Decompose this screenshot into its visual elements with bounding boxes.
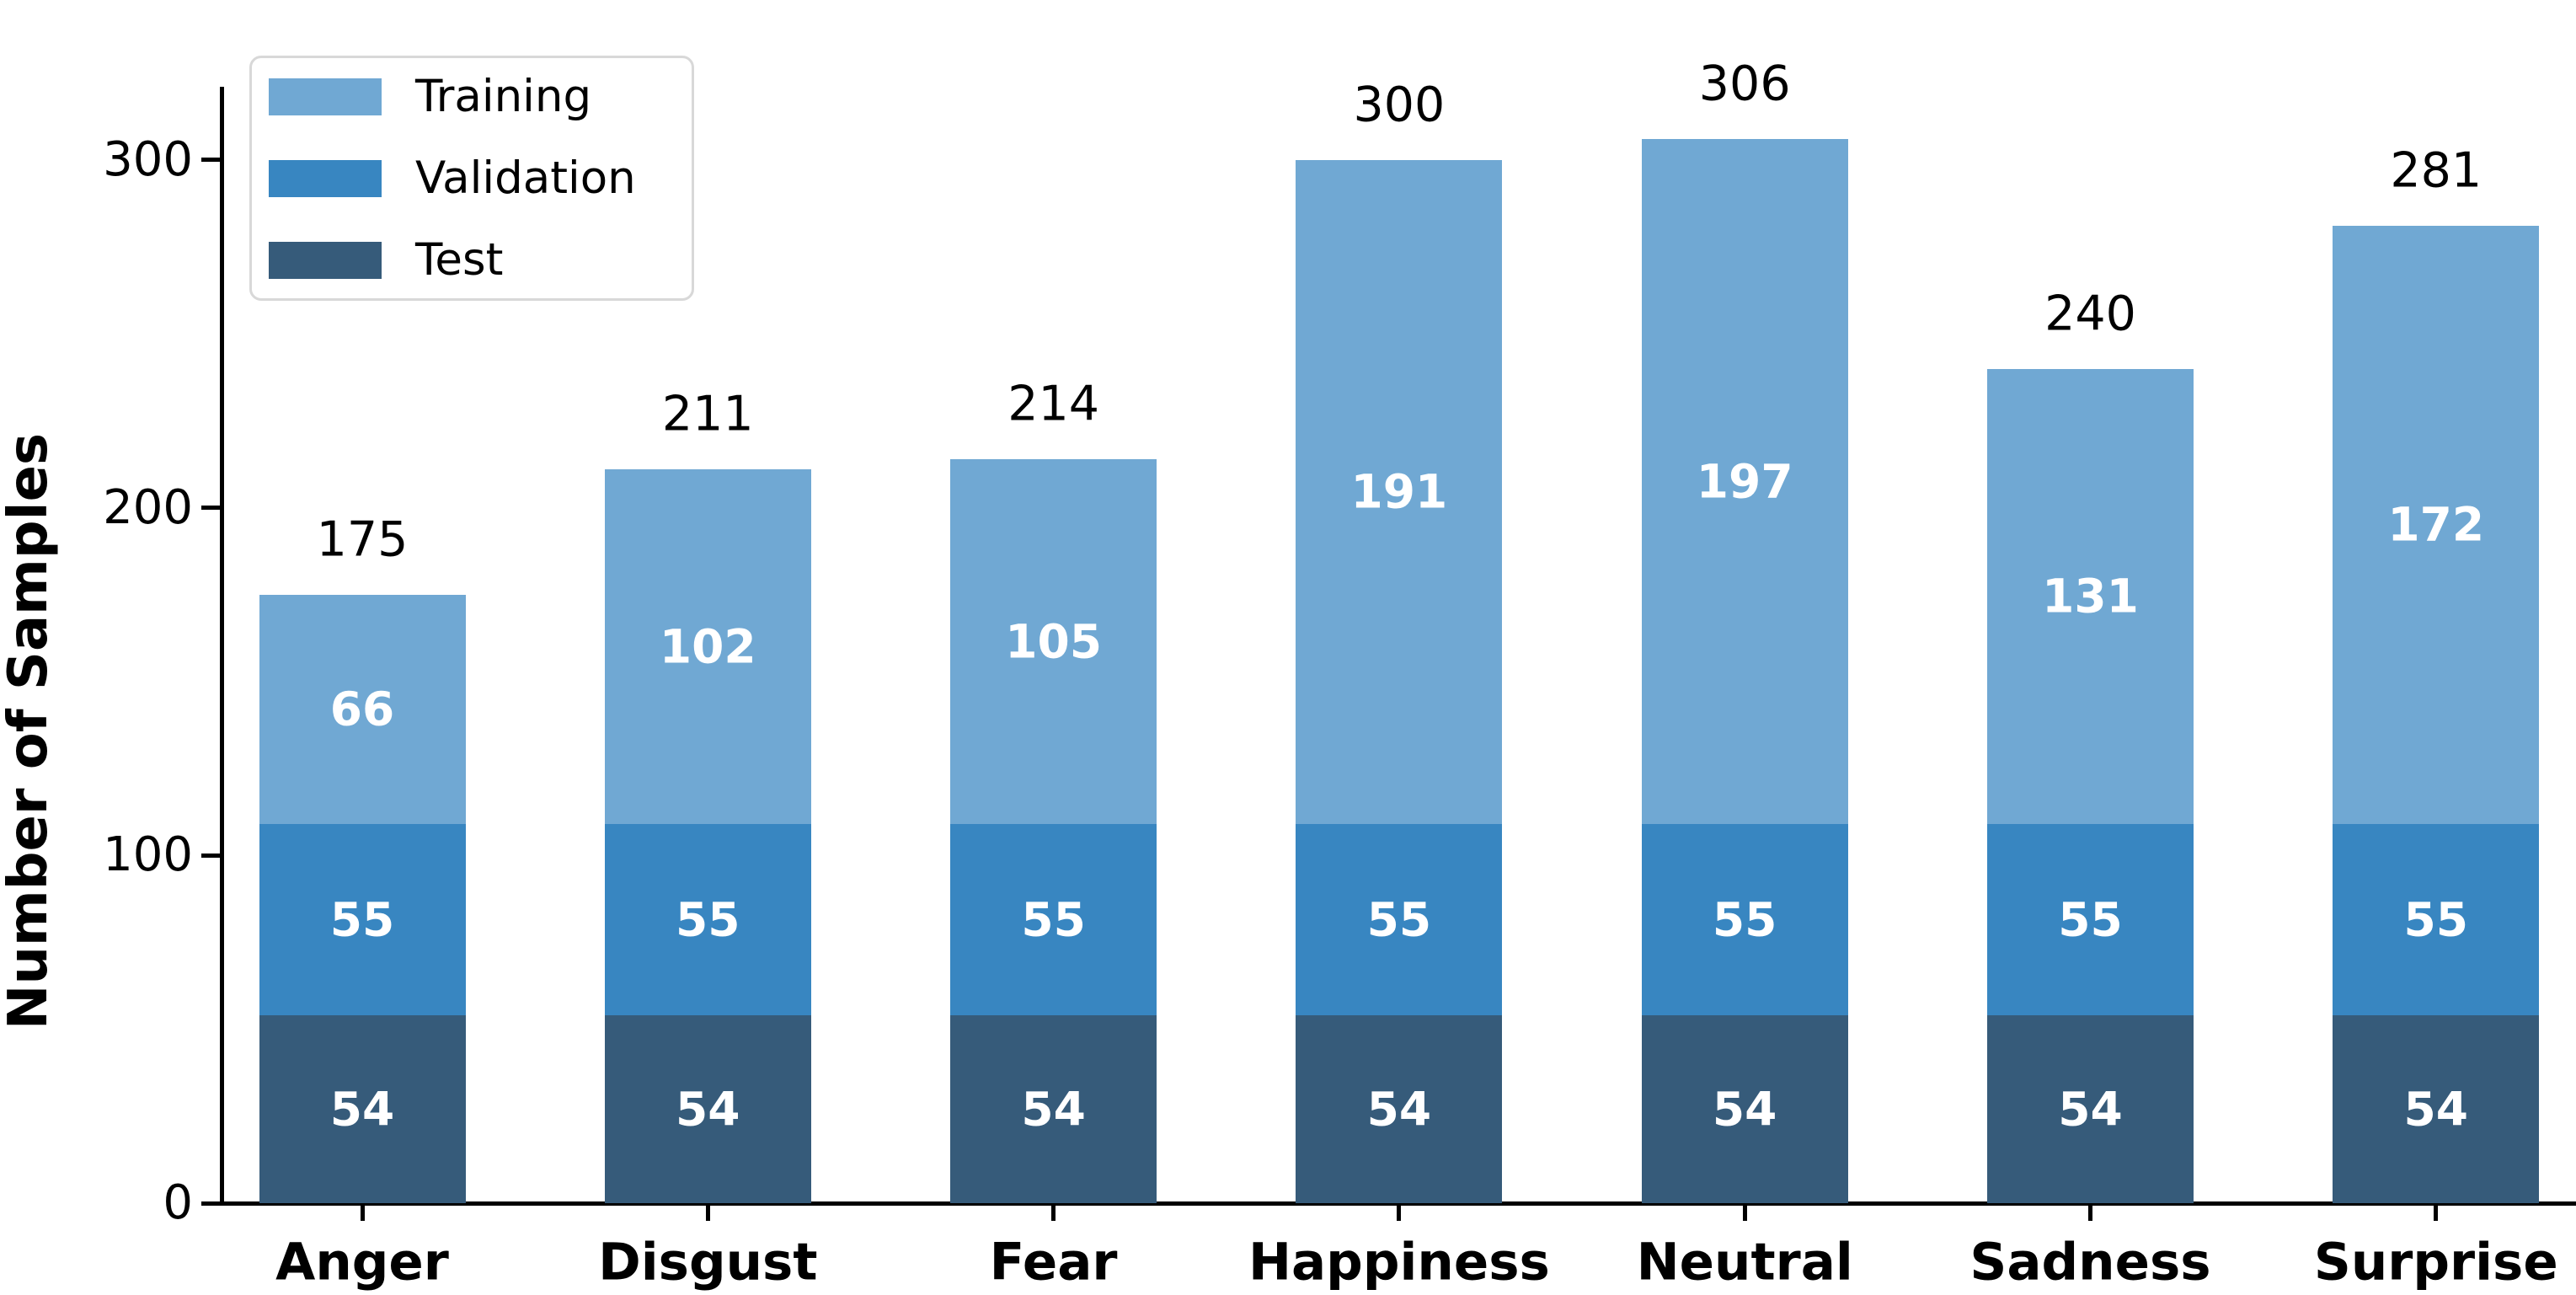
bar-value-label: 54 xyxy=(676,1082,740,1137)
bar-total-label: 175 xyxy=(316,511,409,568)
y-tick-label: 200 xyxy=(103,479,193,535)
bar-value-label: 54 xyxy=(2403,1082,2469,1137)
x-category-label-disgust: Disgust xyxy=(598,1232,818,1292)
y-tick-label: 100 xyxy=(103,827,193,883)
bar-value-label: 105 xyxy=(1005,614,1102,669)
x-axis-spine xyxy=(220,1201,2576,1206)
bar-segment-validation-sadness xyxy=(1987,824,2194,1016)
y-tick-mark xyxy=(201,853,220,858)
bar-value-label: 131 xyxy=(2042,569,2139,623)
x-category-label-surprise: Surprise xyxy=(2313,1232,2558,1292)
x-tick-mark xyxy=(705,1206,710,1221)
y-tick-label: 300 xyxy=(103,131,193,187)
bar-total-label: 281 xyxy=(2390,142,2482,199)
bar-segment-validation-disgust xyxy=(604,824,811,1016)
bar-value-label: 55 xyxy=(1712,892,1777,947)
legend-label-validation: Validation xyxy=(415,153,636,204)
bar-segment-validation-neutral xyxy=(1641,824,1848,1016)
bar-value-label: 55 xyxy=(2403,892,2469,947)
bar-segment-training-happiness xyxy=(1296,159,1503,825)
legend-label-test: Test xyxy=(415,234,504,286)
bar-total-label: 300 xyxy=(1353,77,1446,133)
x-tick-mark xyxy=(360,1206,365,1221)
y-tick-label: 0 xyxy=(163,1175,193,1230)
legend: Training Validation Test xyxy=(249,56,694,301)
bar-value-label: 55 xyxy=(1366,892,1432,947)
bar-value-label: 55 xyxy=(329,892,395,947)
y-axis-spine xyxy=(220,87,224,1206)
bar-segment-training-disgust xyxy=(604,469,811,825)
bar-value-label: 54 xyxy=(329,1082,395,1137)
x-category-label-happiness: Happiness xyxy=(1248,1232,1550,1292)
bar-value-label: 102 xyxy=(659,619,756,674)
y-axis-title: Number of Samples xyxy=(0,432,60,1030)
bar-segment-validation-anger xyxy=(259,824,466,1016)
bar-segment-training-neutral xyxy=(1641,139,1848,825)
bar-segment-training-surprise xyxy=(2333,226,2540,825)
x-tick-mark xyxy=(2434,1206,2439,1221)
bar-segment-test-surprise xyxy=(2333,1015,2540,1203)
legend-entry-test: Test xyxy=(269,238,692,282)
bar-segment-validation-happiness xyxy=(1296,824,1503,1016)
bar-value-label: 66 xyxy=(329,682,395,736)
legend-swatch-validation xyxy=(269,159,382,197)
legend-entry-training: Training xyxy=(269,74,692,119)
bar-segment-validation-fear xyxy=(950,824,1157,1016)
bar-segment-test-neutral xyxy=(1641,1015,1848,1203)
x-category-label-sadness: Sadness xyxy=(1969,1232,2211,1292)
bar-segment-test-disgust xyxy=(604,1015,811,1203)
legend-entry-validation: Validation xyxy=(269,156,692,201)
bar-value-label: 197 xyxy=(1696,454,1793,509)
bar-total-label: 306 xyxy=(1698,56,1791,112)
bar-segment-test-happiness xyxy=(1296,1015,1503,1203)
bar-segment-test-anger xyxy=(259,1015,466,1203)
bar-segment-training-fear xyxy=(950,458,1157,825)
bar-value-label: 172 xyxy=(2387,497,2485,552)
x-tick-mark xyxy=(1397,1206,1402,1221)
bar-value-label: 55 xyxy=(1021,892,1086,947)
y-tick-mark xyxy=(201,1201,220,1206)
x-tick-mark xyxy=(2088,1206,2092,1221)
y-tick-mark xyxy=(201,158,220,163)
x-tick-mark xyxy=(1742,1206,1747,1221)
bar-total-label: 214 xyxy=(1007,376,1099,432)
bar-value-label: 191 xyxy=(1350,464,1448,519)
bar-value-label: 54 xyxy=(1366,1082,1432,1137)
bar-segment-test-fear xyxy=(950,1015,1157,1203)
x-category-label-anger: Anger xyxy=(275,1232,449,1292)
bar-segment-test-sadness xyxy=(1987,1015,2194,1203)
y-tick-mark xyxy=(201,506,220,511)
x-tick-mark xyxy=(1051,1206,1056,1221)
legend-swatch-training xyxy=(269,78,382,115)
bar-segment-training-anger xyxy=(259,594,466,825)
bar-segment-validation-surprise xyxy=(2333,824,2540,1016)
bar-value-label: 54 xyxy=(2058,1082,2123,1137)
bar-total-label: 211 xyxy=(661,386,754,442)
bar-total-label: 240 xyxy=(2044,286,2136,342)
x-category-label-fear: Fear xyxy=(989,1232,1118,1292)
bar-value-label: 54 xyxy=(1021,1082,1086,1137)
bar-value-label: 54 xyxy=(1712,1082,1777,1137)
x-category-label-neutral: Neutral xyxy=(1636,1232,1853,1292)
legend-swatch-test xyxy=(269,241,382,279)
legend-label-training: Training xyxy=(415,71,592,122)
bar-segment-training-sadness xyxy=(1987,368,2194,825)
bar-value-label: 55 xyxy=(2058,892,2123,947)
bar-value-label: 55 xyxy=(676,892,740,947)
